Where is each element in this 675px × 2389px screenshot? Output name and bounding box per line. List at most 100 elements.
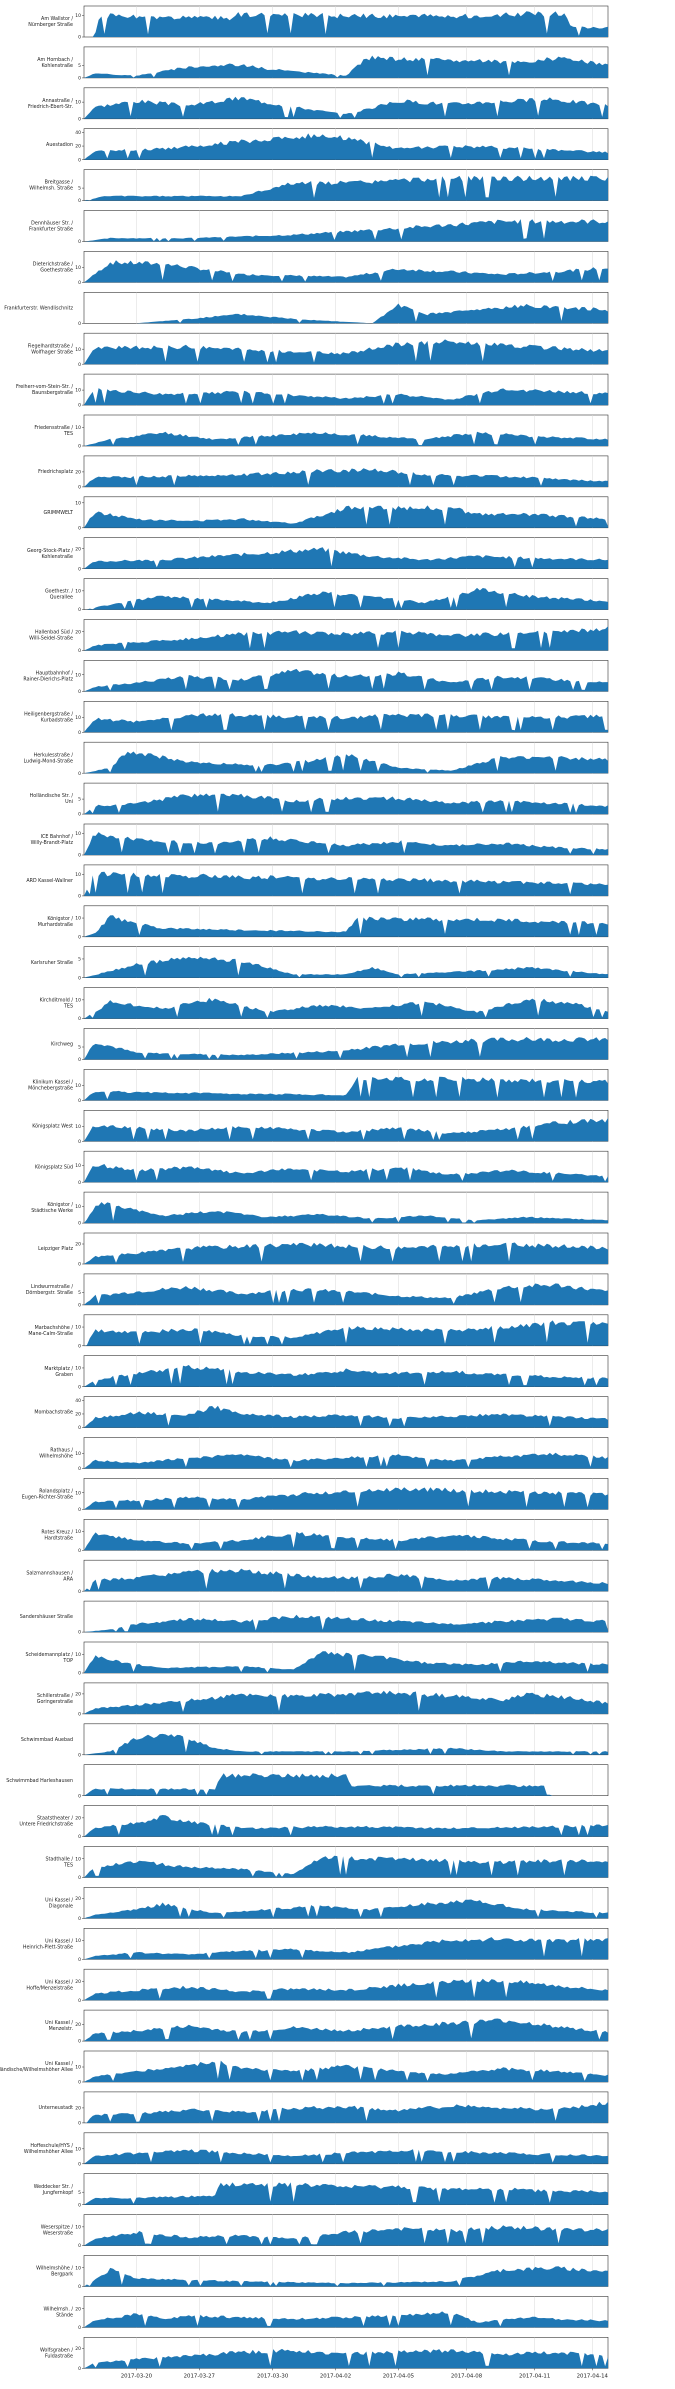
y-tick-label: 10 [75,2265,81,2271]
y-tick-label: 20 [75,2106,81,2112]
y-tick-label: 0 [78,198,81,204]
panel-label: Rathaus / [50,1448,73,1454]
y-tick-label: 10 [75,265,81,271]
y-tick-label: 0 [78,1343,81,1349]
x-tick-label: 2017-03-20 [121,2373,153,2379]
y-tick-label: 10 [75,347,81,353]
y-tick-label: 0 [78,1139,81,1145]
series-area [84,626,608,651]
panel-label: Karlsruher Straße [31,960,73,966]
y-tick-label: 0 [78,2039,81,2045]
series-area [84,587,608,610]
y-tick-label: 10 [75,916,81,922]
panel-label: Graben [55,1372,73,1378]
y-tick-label: 0 [78,2202,81,2208]
y-tick-label: 20 [75,1692,81,1698]
panel-label: Eugen-Richter-Straße [22,1495,73,1501]
panel-label: Mombachstraße [34,1410,73,1416]
x-tick-label: 2017-04-14 [577,2373,609,2379]
series-area [84,219,608,242]
series-area [84,1690,608,1714]
panel-54: 0 5 Weddecker Str. /Jungfernkopf [34,2173,609,2208]
panel-label: Königstor / [47,1202,73,1208]
series-area [84,388,608,406]
y-tick-label: 20 [75,2346,81,2352]
y-tick-label: 10 [75,1083,81,1089]
series-area [84,793,608,815]
panel-label: Heinrich-Plett-Straße [23,1944,73,1950]
panel-label: TES [63,431,73,437]
y-tick-label: 20 [75,1896,81,1902]
y-tick-label: 0 [78,1589,81,1595]
panel-label: Wilhelmshöhe [39,1454,73,1460]
y-tick-label: 10 [75,1490,81,1496]
panel-label: Weserstraße [43,2231,73,2237]
panel-5: 0 5 Breitgasse /Wilhelmsh. Straße [29,169,609,204]
y-tick-label: 0 [78,2121,81,2127]
series-area [84,2182,608,2205]
panel-label: Wolfhager Straße [31,349,73,355]
panel-label: Stadthalle / [45,1857,73,1863]
y-tick-label: 0 [78,853,81,859]
panel-label: Kohlenstraße [42,63,74,69]
panel-24: 0 5 Karlsruher Straße [31,946,609,981]
y-tick-label: 0 [78,485,81,491]
y-tick-label: 20 [75,1815,81,1821]
series-area [84,1855,608,1878]
y-tick-label: 40 [75,130,81,136]
panel-44: 0 Schwimmbad Harleshausen [6,1764,609,1799]
x-tick-label: 2017-04-08 [451,2373,483,2379]
y-tick-label: 20 [75,2022,81,2028]
series-area [84,2348,608,2369]
panel-label: Dieterichstraße / [33,262,74,268]
panel-label: Kohlenstraße [42,554,74,560]
panel-label: Frankfurter Straße [29,227,73,233]
panel-label: Friedrich-Ebert-Str. [28,104,73,110]
y-tick-label: 0 [78,1630,81,1636]
series-area [84,2225,608,2246]
series-area [84,1978,608,2001]
y-tick-label: 20 [75,1979,81,1985]
series-area [84,1531,608,1551]
series-area [84,751,608,774]
y-tick-label: 10 [75,1652,81,1658]
panel-label: Königstor / [47,916,73,922]
panel-label: Fiegelhardtstraße / [28,343,74,349]
panel-label: Hardtstraße [44,1535,73,1541]
panel-label: Kirchweg [51,1042,73,1048]
panel-label: GRIMMWELT [44,510,74,516]
panel-label: Willy-Brandt-Platz [31,840,74,846]
series-area [84,547,608,569]
series-area [84,2101,608,2123]
panel-label: ARD Kassel-Wallner [26,878,73,884]
series-area [84,96,608,119]
y-tick-label: 10 [75,1366,81,1372]
panel-label: Uni Kassel / [45,1938,73,1944]
y-tick-label: 0 [78,1752,81,1758]
x-tick-label: 2017-03-27 [184,2373,215,2379]
series-area [84,1320,608,1346]
y-tick-label: 0 [78,1957,81,1963]
panel-19: 0 Herkulesstraße /Ludwig-Mond-Straße [24,741,609,777]
y-tick-label: 0 [78,730,81,736]
panel-label: Ludwig-Mond-Straße [24,758,73,764]
y-tick-label: 0 [78,1466,81,1472]
series-area [84,1815,608,1837]
panel-label: Frankfurterstr. Wendlischnitz [4,305,73,311]
y-tick-label: 5 [78,797,81,803]
panel-label: Wilhelmshöher Allee [24,2149,73,2155]
panel-label: Hallenbad Süd / [35,630,73,636]
panel-label: Fuldastraße [45,2353,73,2359]
